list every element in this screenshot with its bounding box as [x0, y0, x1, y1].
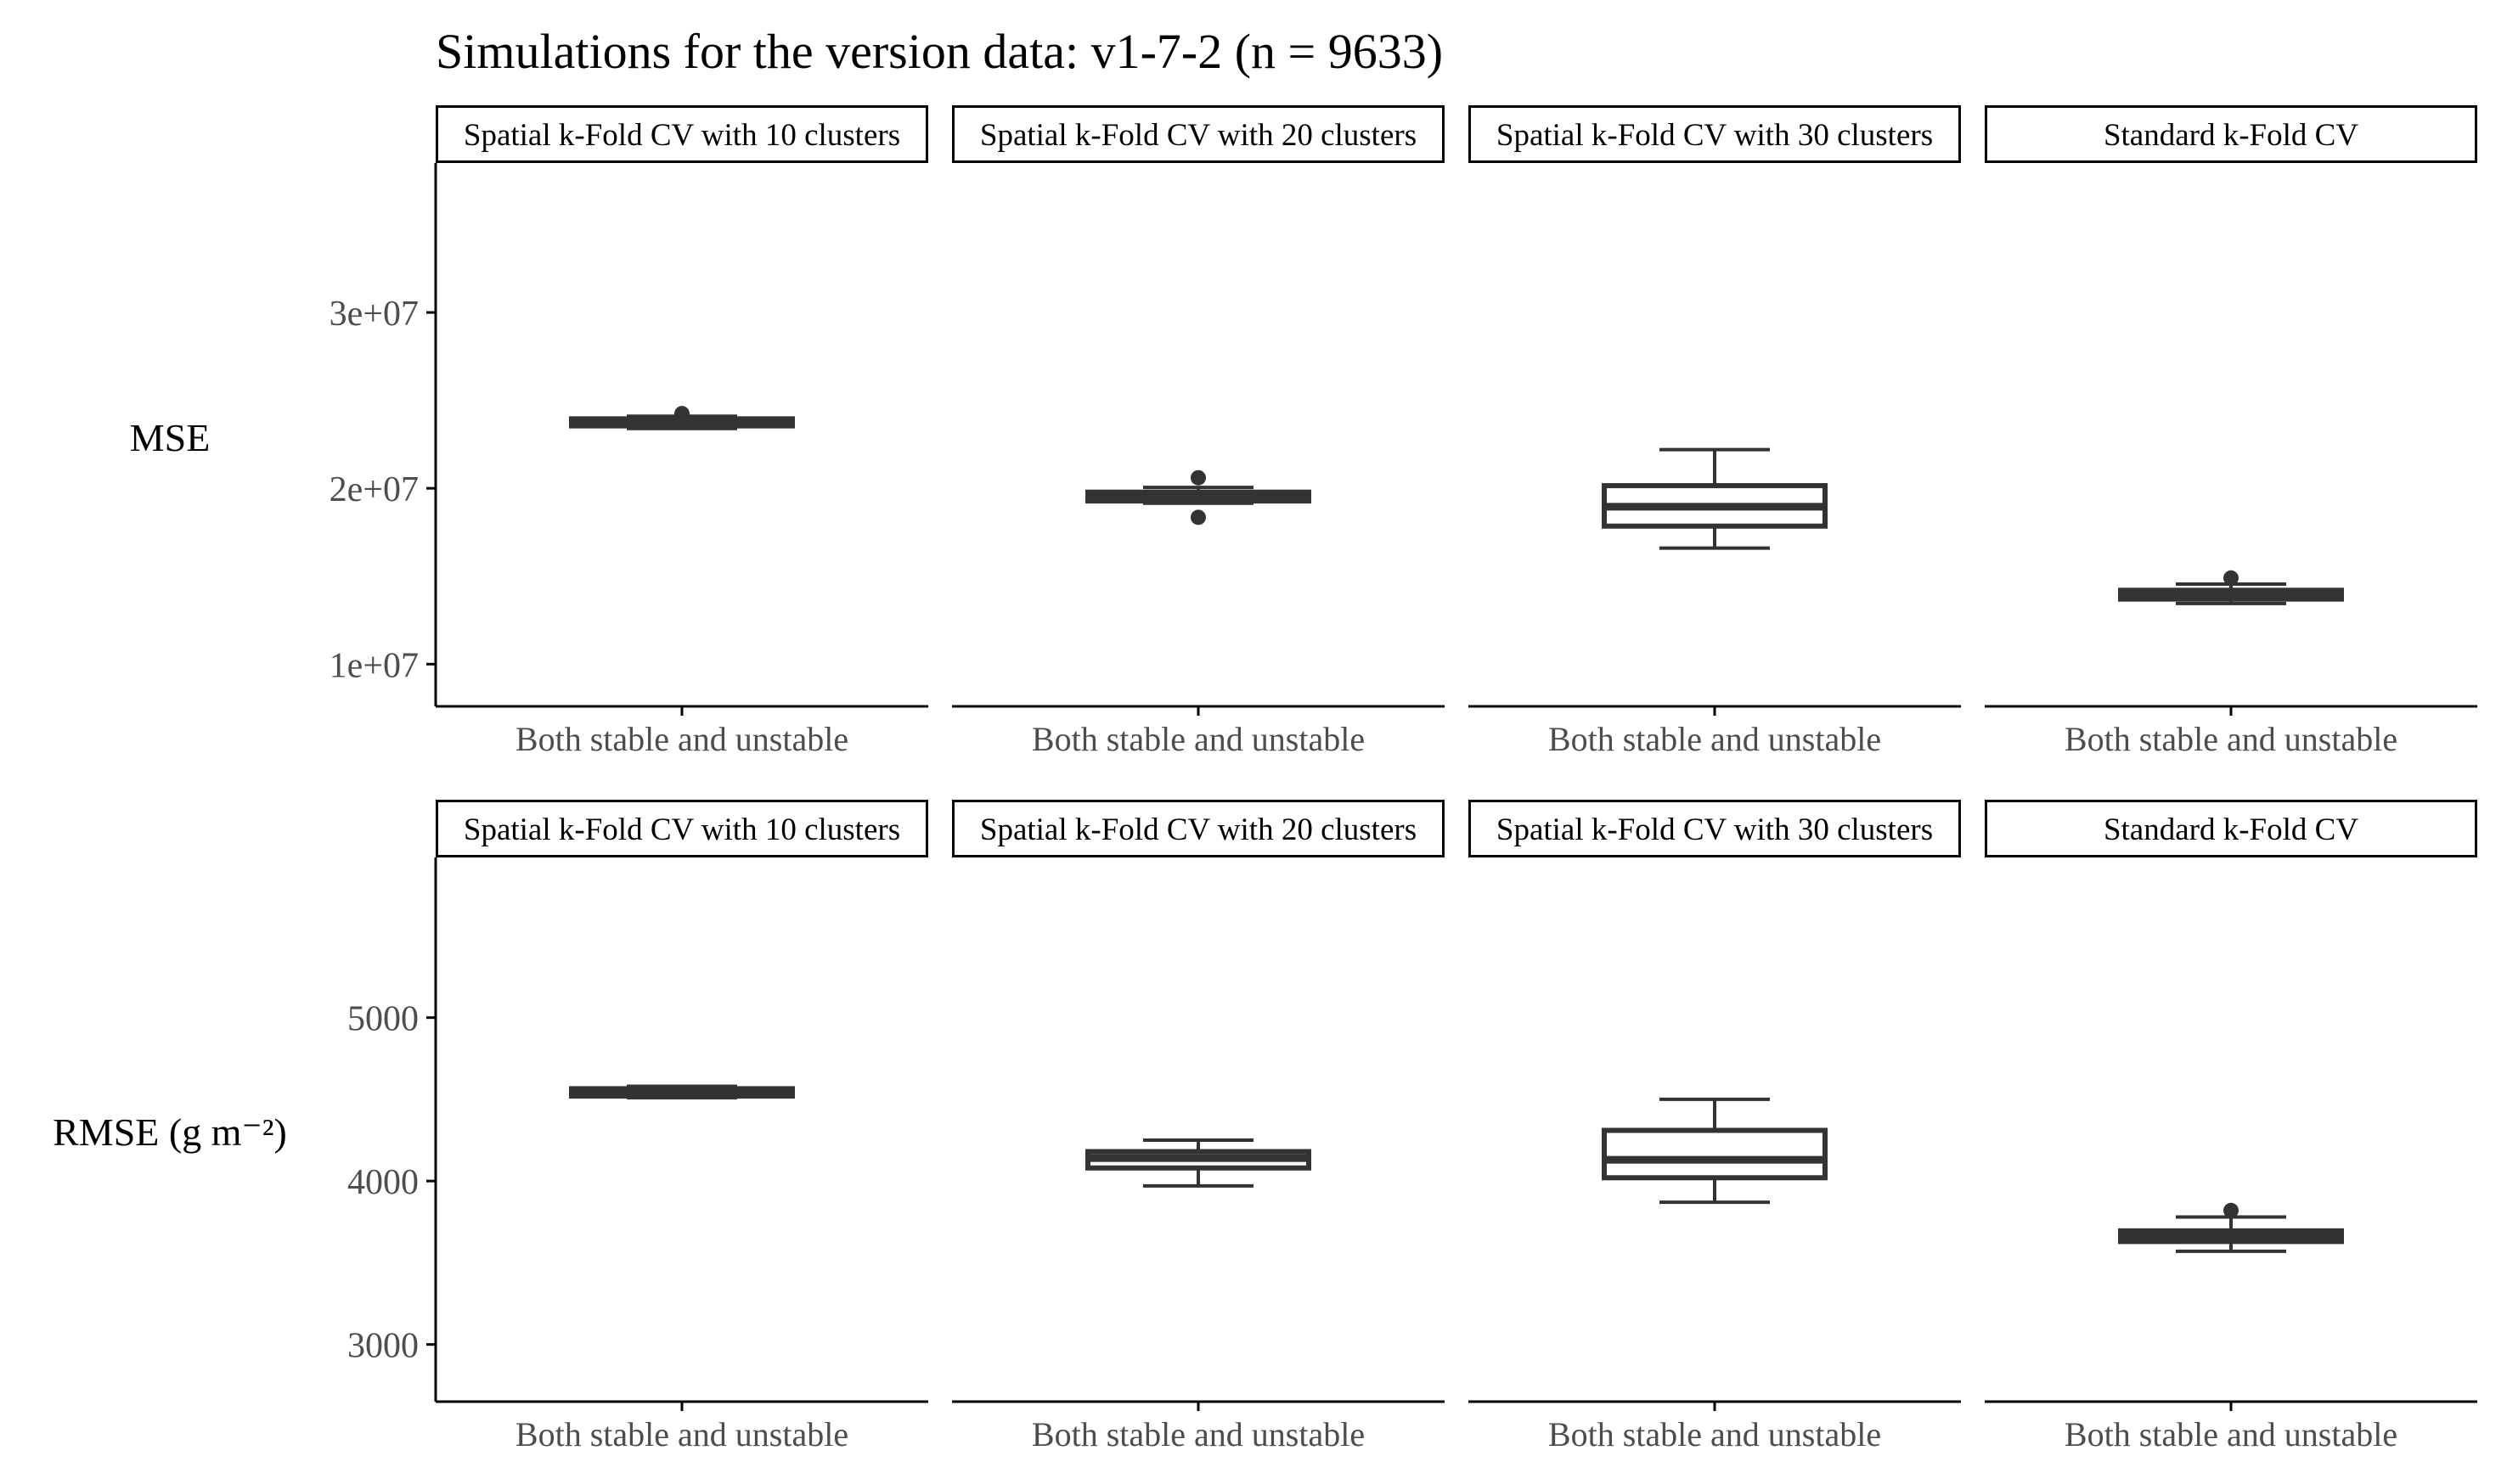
outlier-point — [2223, 1202, 2239, 1218]
y-tick-label: 3e+07 — [330, 295, 419, 334]
strip-box — [1468, 105, 1961, 163]
strip-label: Spatial k-Fold CV with 10 clusters — [464, 812, 900, 847]
facet-panel: Standard k-Fold CV Both stable and unstab… — [1985, 105, 2477, 758]
strip-label: Spatial k-Fold CV with 30 clusters — [1496, 812, 1933, 847]
strip-box — [952, 105, 1445, 163]
facet-panel: Spatial k-Fold CV with 10 clusters Both s… — [436, 105, 928, 758]
outlier-point — [1191, 469, 1206, 486]
outlier-point — [2223, 570, 2239, 586]
y-tick-label: 1e+07 — [330, 646, 419, 685]
facet-panel: Spatial k-Fold CV with 30 clusters Both s… — [1468, 800, 1961, 1453]
strip-label: Spatial k-Fold CV with 30 clusters — [1496, 118, 1933, 153]
facet-row-1: MSE 1e+07 2e+07 3e+07 Spatial k-Fold CV with… — [130, 105, 2477, 758]
strip-label: Standard k-Fold CV — [2104, 118, 2358, 153]
outlier-point — [674, 406, 690, 422]
facet-panel: Spatial k-Fold CV with 20 clusters Both s… — [952, 800, 1445, 1453]
facet-panel: Spatial k-Fold CV with 30 clusters Both s… — [1468, 105, 1961, 758]
x-tick-label: Both stable and unstable — [2065, 1415, 2397, 1453]
strip-box — [952, 800, 1445, 857]
strip-box — [1985, 105, 2477, 163]
y-tick-label: 5000 — [347, 1000, 419, 1039]
facet-panel: Spatial k-Fold CV with 20 clusters Both s… — [952, 105, 1445, 758]
x-tick-label: Both stable and unstable — [1548, 720, 1881, 758]
x-tick-label: Both stable and unstable — [515, 720, 848, 758]
strip-box — [436, 800, 928, 857]
row-label: RMSE (g m⁻²) — [53, 1110, 287, 1154]
strip-box — [436, 105, 928, 163]
facet-row-2: RMSE (g m⁻²) 3000 4000 5000 Spatial k-Fold C… — [53, 800, 2477, 1453]
facet-panel: Standard k-Fold CV Both stable and unstab… — [1985, 800, 2477, 1453]
outlier-point — [1191, 509, 1206, 526]
strip-label: Spatial k-Fold CV with 20 clusters — [980, 118, 1417, 153]
x-tick-label: Both stable and unstable — [2065, 720, 2397, 758]
strip-label: Spatial k-Fold CV with 20 clusters — [980, 812, 1417, 847]
chart-title: Simulations for the version data: v1-7-2… — [436, 24, 1443, 79]
chart-rows: MSE 1e+07 2e+07 3e+07 Spatial k-Fold CV with… — [53, 105, 2477, 1453]
x-tick-label: Both stable and unstable — [1032, 1415, 1365, 1453]
facet-panel: Spatial k-Fold CV with 10 clusters Both s… — [436, 800, 928, 1453]
x-tick-label: Both stable and unstable — [515, 1415, 848, 1453]
strip-box — [1985, 800, 2477, 857]
x-tick-label: Both stable and unstable — [1032, 720, 1365, 758]
strip-label: Spatial k-Fold CV with 10 clusters — [464, 118, 900, 153]
y-tick-label: 3000 — [347, 1327, 419, 1366]
x-tick-label: Both stable and unstable — [1548, 1415, 1881, 1453]
strip-box — [1468, 800, 1961, 857]
y-tick-label: 4000 — [347, 1163, 419, 1202]
y-tick-label: 2e+07 — [330, 470, 419, 509]
row-label: MSE — [130, 416, 211, 459]
box-iqr — [1602, 1127, 1828, 1181]
strip-label: Standard k-Fold CV — [2104, 812, 2358, 847]
